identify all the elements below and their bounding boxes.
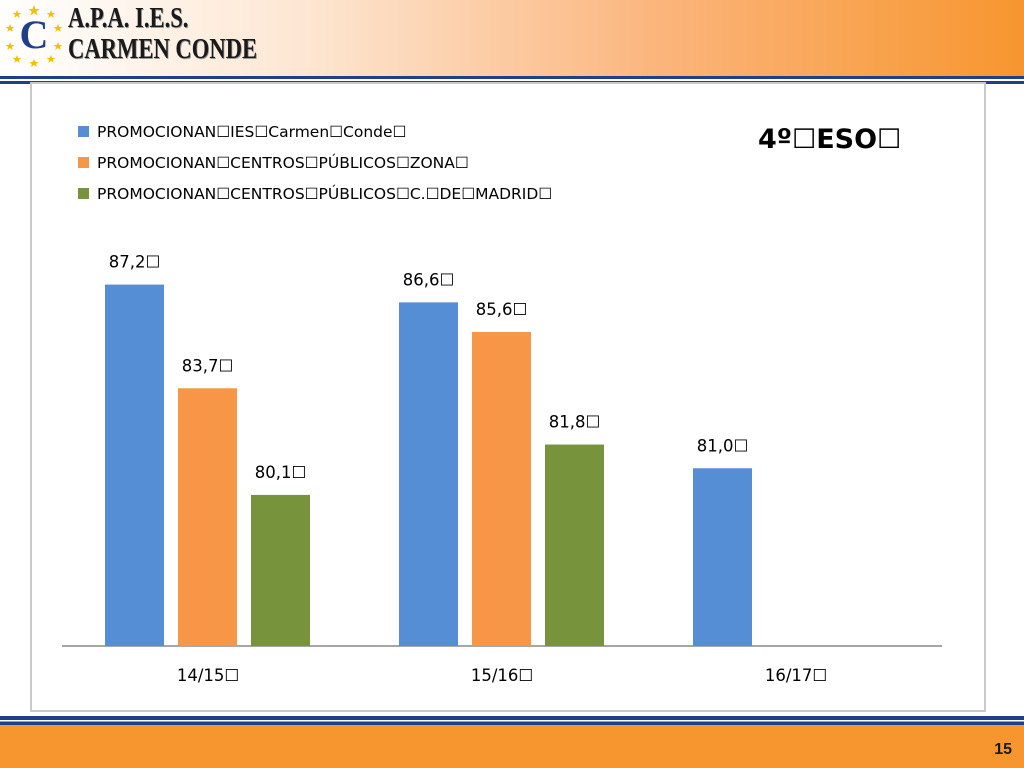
legend-item: PROMOCIONAN☐CENTROS☐PÚBLICOS☐ZONA☐ bbox=[78, 147, 552, 178]
bar bbox=[105, 284, 164, 646]
x-tick-label: 14/15☐ bbox=[177, 666, 239, 685]
legend-item: PROMOCIONAN☐CENTROS☐PÚBLICOS☐C.☐DE☐MADRI… bbox=[78, 178, 552, 209]
logo-icon: C bbox=[5, 5, 63, 67]
x-tick-label: 15/16☐ bbox=[471, 666, 533, 685]
footer-divider bbox=[0, 716, 1024, 725]
footer-bar bbox=[0, 725, 1024, 768]
chart-legend: PROMOCIONAN☐IES☐Carmen☐Conde☐ PROMOCIONA… bbox=[78, 116, 552, 209]
brand-title-line1: A.P.A. I.E.S. bbox=[68, 2, 189, 34]
data-label: 86,6☐ bbox=[403, 270, 455, 289]
page-number: 15 bbox=[994, 741, 1012, 758]
legend-swatch bbox=[78, 126, 89, 137]
data-label: 83,7☐ bbox=[182, 356, 234, 375]
data-label: 81,8☐ bbox=[549, 413, 601, 432]
brand-title-line2: CARMEN CONDE bbox=[68, 33, 258, 65]
legend-item: PROMOCIONAN☐IES☐Carmen☐Conde☐ bbox=[78, 116, 552, 147]
bar bbox=[399, 302, 458, 646]
logo-letter: C bbox=[20, 12, 49, 57]
bar bbox=[251, 494, 310, 646]
data-label: 85,6☐ bbox=[476, 300, 528, 319]
legend-label: PROMOCIONAN☐CENTROS☐PÚBLICOS☐ZONA☐ bbox=[97, 153, 469, 172]
legend-swatch bbox=[78, 157, 89, 168]
bar bbox=[178, 388, 237, 646]
bar bbox=[545, 444, 604, 646]
bar bbox=[693, 468, 752, 646]
chart-title: 4º☐ESO☐ bbox=[758, 124, 902, 155]
header-divider bbox=[0, 76, 1024, 84]
legend-swatch bbox=[78, 188, 89, 199]
legend-label: PROMOCIONAN☐CENTROS☐PÚBLICOS☐C.☐DE☐MADRI… bbox=[97, 184, 553, 203]
data-label: 80,1☐ bbox=[255, 463, 307, 482]
data-label: 87,2☐ bbox=[109, 253, 161, 272]
header-banner bbox=[0, 0, 1024, 76]
legend-label: PROMOCIONAN☐IES☐Carmen☐Conde☐ bbox=[97, 122, 407, 141]
x-tick-label: 16/17☐ bbox=[765, 666, 827, 685]
data-label: 81,0☐ bbox=[697, 436, 749, 455]
bar bbox=[472, 331, 531, 646]
